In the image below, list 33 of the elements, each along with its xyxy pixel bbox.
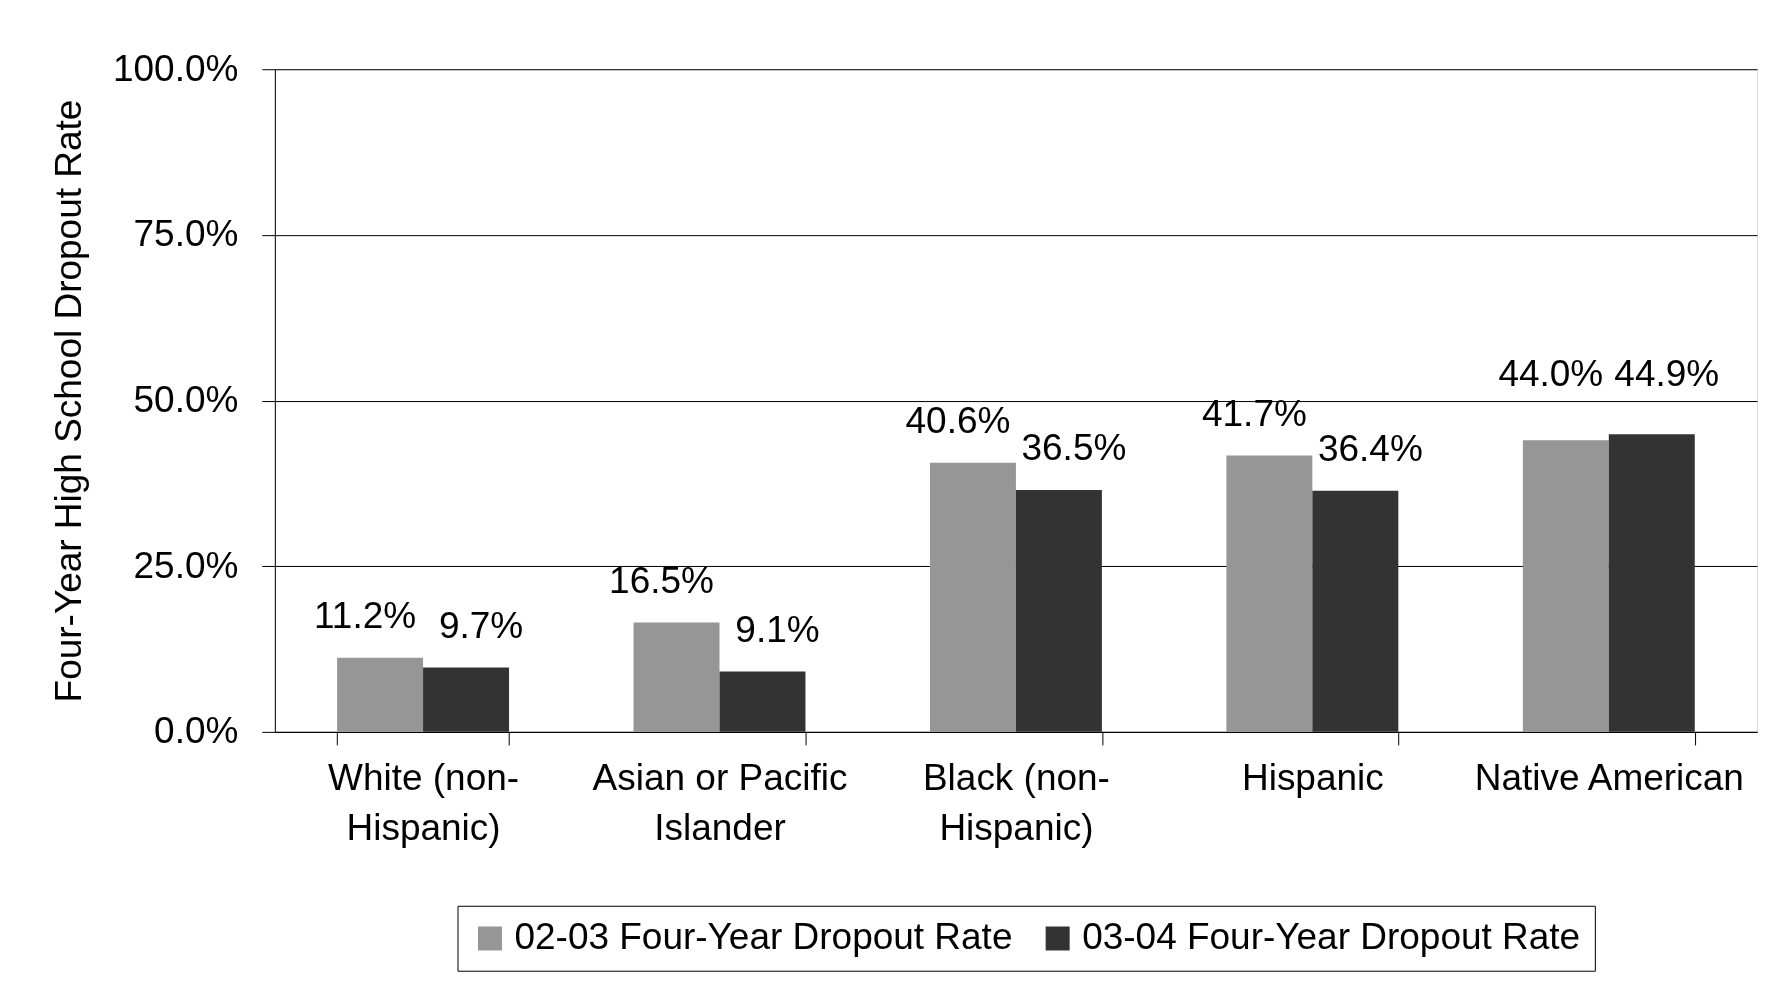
bar: [1312, 490, 1399, 732]
legend-label: 03-04 Four-Year Dropout Rate: [1082, 916, 1581, 958]
x-tick-label: Black (non-Hispanic): [922, 757, 1110, 849]
bar: [719, 671, 806, 732]
legend-label: 02-03 Four-Year Dropout Rate: [514, 916, 1013, 958]
bar: [1522, 440, 1609, 732]
bar: [1015, 490, 1102, 732]
data-label: 44.0%: [1498, 353, 1604, 395]
y-tick-label: 75.0%: [133, 213, 239, 255]
data-label: 36.5%: [1021, 427, 1127, 469]
data-label: 36.4%: [1317, 427, 1423, 469]
x-tick-label: Asian or Pacific Islander: [592, 757, 848, 849]
data-label: 9.7%: [438, 604, 524, 646]
bar: [633, 622, 720, 732]
data-label: 41.7%: [1201, 392, 1307, 434]
data-label: 16.5%: [609, 559, 714, 601]
x-tick-label: White (non-Hispanic): [328, 757, 520, 849]
y-tick-label: 100.0%: [112, 47, 239, 89]
bar: [337, 657, 424, 732]
data-label: 44.9%: [1614, 353, 1720, 395]
bar: [1226, 455, 1313, 732]
bar: [423, 667, 510, 732]
bar: [929, 462, 1016, 732]
bar: [1608, 434, 1695, 732]
y-tick-label: 25.0%: [133, 544, 239, 586]
data-label: 9.1%: [735, 608, 820, 650]
y-tick-label: 0.0%: [154, 710, 239, 752]
data-label: 11.2%: [314, 594, 417, 636]
x-tick-label: Hispanic: [1241, 757, 1384, 799]
y-tick-label: 50.0%: [133, 379, 239, 421]
x-tick-label: Native American: [1474, 757, 1744, 799]
y-axis-title: Four-Year High School Dropout Rate: [47, 99, 89, 703]
data-label: 40.6%: [905, 399, 1011, 441]
